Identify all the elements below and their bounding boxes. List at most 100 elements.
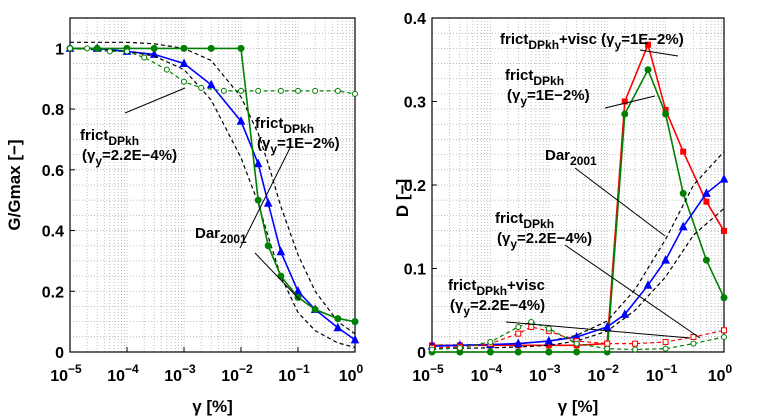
left-series-3-point — [334, 315, 342, 323]
left-series-4-point — [277, 87, 284, 94]
right-series-0-point — [680, 148, 687, 155]
right-series-6-point — [721, 333, 727, 340]
left-series-4-point — [334, 87, 341, 94]
right-series-1-point — [621, 110, 629, 118]
left-series-3-point — [150, 44, 158, 52]
left-series-0-point — [253, 158, 263, 168]
left-series-3-point — [237, 44, 245, 52]
left-series-0-point — [276, 246, 286, 256]
right-grid — [431, 18, 724, 352]
right-series-1-point — [514, 348, 522, 356]
left-x-tick-label: 10−1 — [278, 362, 310, 385]
left-series-4-point — [124, 48, 130, 55]
right-series-1-point — [573, 348, 581, 356]
right-series-6-point — [456, 344, 463, 351]
left-y-tick-label: 0.4 — [42, 224, 64, 241]
right-annotation-leader — [604, 95, 656, 109]
right-y-tick-label: 0 — [417, 345, 426, 362]
right-series-4-point — [544, 336, 554, 345]
left-series-4-point — [238, 87, 244, 94]
right-y-tick-label: 0.1 — [404, 262, 426, 279]
left-series-0-point — [333, 322, 343, 332]
left-series-0-point — [350, 334, 360, 344]
left-series-4-point — [312, 87, 319, 94]
right-series-5-point — [604, 340, 611, 347]
left-series-4-point — [84, 45, 91, 52]
right-y-axis-label: D [−] — [393, 179, 412, 217]
left-series-4-point — [295, 87, 301, 94]
right-series-4-line — [431, 178, 725, 347]
right-series-5-point — [515, 330, 522, 337]
right-series-5-point — [632, 340, 639, 347]
left-x-tick-label: 10−4 — [107, 362, 139, 385]
left-annotation-leader — [124, 87, 186, 114]
left-axes-frame — [69, 17, 356, 353]
right-annotation-leader — [564, 244, 701, 339]
left-series-0-point — [149, 49, 159, 58]
right-y-tick-label: 0.3 — [404, 95, 426, 112]
right-series-4-point — [513, 338, 523, 348]
right-annotation-3: frictDPkh (γy=2.2E−4%) — [495, 210, 592, 251]
left-series-4-point — [352, 90, 358, 97]
right-series-4-point — [643, 280, 653, 289]
left-y-tick-label: 0 — [55, 345, 64, 362]
left-x-tick-label: 100 — [339, 362, 364, 385]
right-annotation-leader — [505, 321, 691, 339]
right-x-tick-label: 10−2 — [587, 362, 619, 385]
left-x-tick-label: 10−2 — [221, 362, 253, 385]
right-series-0-point — [721, 227, 727, 234]
right-series-1-point — [679, 189, 687, 197]
left-annotation-1: frictDPkh (γy=1E−2%) — [255, 115, 340, 156]
right-series-4-point — [719, 174, 729, 183]
right-series-6 — [429, 318, 727, 353]
left-series-3-point — [351, 318, 359, 326]
right-series-6-point — [662, 345, 669, 352]
right-series-6-point — [429, 346, 435, 353]
left-y-tick-label: 0.6 — [42, 163, 64, 180]
left-series-0-point — [206, 79, 216, 89]
left-series-2-line — [70, 41, 356, 335]
right-series-4-point — [602, 321, 612, 331]
left-series-3-point — [277, 272, 285, 280]
left-series-0-point — [263, 198, 273, 207]
right-annotation-leader — [574, 167, 666, 237]
right-x-tick-label: 100 — [708, 362, 733, 385]
left-x-tick-label: 10−5 — [50, 362, 82, 385]
right-series-1-point — [644, 66, 652, 74]
left-series-2 — [70, 41, 356, 335]
left-series-3-point — [207, 44, 215, 52]
right-series-6-point — [604, 345, 611, 352]
right-series-2-line — [431, 207, 725, 350]
right-series-0-point — [621, 98, 628, 105]
right-annotation-0: frictDPkh+visc (γy=1E−2%) — [500, 31, 684, 52]
left-series-1-line — [69, 47, 356, 348]
right-series-6-point — [690, 340, 697, 347]
right-annotation-2: Dar2001 — [545, 147, 597, 168]
left-series-3-point — [254, 196, 262, 204]
left-y-axis-label: G/Gmax [−] — [5, 139, 24, 230]
right-series-1-point — [720, 294, 728, 302]
left-series-4-point — [255, 87, 262, 94]
chart-right-damping: 10−5 10−4 10−3 10−2 10−1 100 0 0.1 0.2 0.3 0.4 γ [%… — [393, 11, 733, 416]
right-x-tick-label: 10−3 — [529, 362, 561, 385]
left-annotation-leader — [239, 147, 291, 249]
right-series-4-point — [661, 255, 670, 264]
right-series-6-point — [573, 340, 580, 347]
right-series-0-point — [703, 198, 710, 205]
left-series-3-point — [311, 305, 319, 313]
right-series-6-point — [632, 346, 639, 353]
left-series-4 — [67, 45, 358, 97]
right-series-4-point — [702, 188, 711, 197]
right-series-5-point — [690, 333, 697, 340]
right-series-1-point — [545, 348, 553, 356]
left-series-4-point — [67, 45, 73, 52]
left-series-1 — [69, 47, 356, 348]
right-series-6-point — [515, 323, 522, 330]
left-series-3-point — [264, 242, 272, 250]
left-series-0-line — [70, 47, 356, 341]
left-annotation-2: Dar2001 — [195, 225, 247, 246]
right-series-4-point — [678, 221, 688, 231]
left-x-tick-label: 10−3 — [164, 362, 196, 385]
right-series-0-point — [645, 41, 652, 48]
